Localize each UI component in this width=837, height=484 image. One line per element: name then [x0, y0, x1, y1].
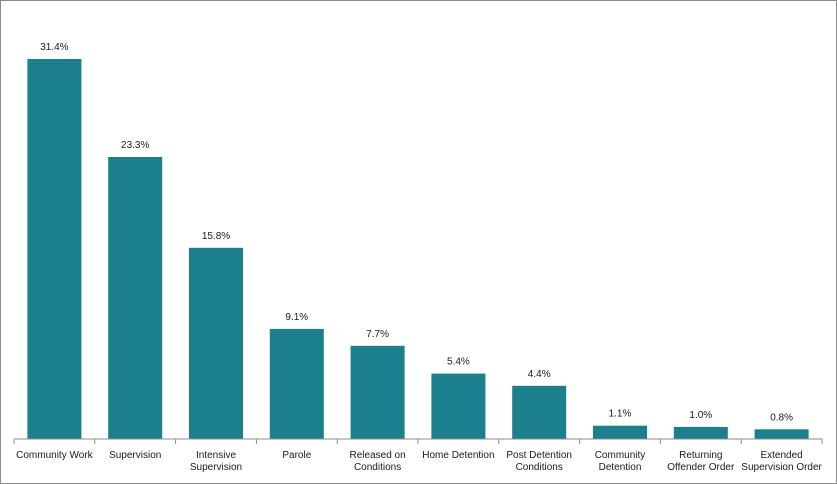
category-tick-label: Conditions: [516, 462, 563, 473]
bar-value-label: 31.4%: [40, 42, 68, 53]
category-tick-label: Supervision: [109, 450, 161, 461]
bar: [269, 328, 324, 439]
category-tick-label: Supervision Order: [741, 462, 822, 473]
bar-value-label: 9.1%: [285, 312, 308, 323]
bar-value-label: 4.4%: [528, 369, 551, 380]
bar-value-label: 23.3%: [121, 140, 149, 151]
category-tick-label: Supervision: [190, 462, 242, 473]
category-tick-label: Intensive: [196, 450, 236, 461]
bar-value-label: 1.1%: [609, 409, 632, 420]
bar: [350, 345, 405, 439]
bar: [27, 59, 82, 439]
x-axis-ticks: [13, 439, 823, 444]
bars-group: [27, 59, 809, 439]
category-tick-label: Released on: [350, 450, 406, 461]
bar: [189, 247, 243, 439]
bar: [108, 157, 163, 439]
category-tick-label: Community Work: [16, 450, 93, 461]
bar: [431, 373, 486, 439]
category-tick-label: Detention: [599, 462, 642, 473]
bar-value-label: 7.7%: [366, 329, 389, 340]
bar-value-label: 15.8%: [202, 231, 230, 242]
bar-value-label: 1.0%: [689, 410, 712, 421]
category-tick-label: Offender Order: [667, 462, 735, 473]
bar: [754, 429, 809, 439]
bar: [593, 425, 647, 439]
category-tick-label: Parole: [282, 450, 311, 461]
category-labels-group: Community Work Supervision IntensiveSuperv…: [16, 450, 822, 473]
bar: [673, 426, 728, 439]
category-tick-label: Home Detention: [422, 450, 494, 461]
category-tick-label: Conditions: [354, 462, 401, 473]
category-tick-label: Community: [595, 450, 646, 461]
bar-value-label: 5.4%: [447, 357, 470, 368]
category-tick-label: Post Detention: [506, 450, 572, 461]
bar-value-label: 0.8%: [770, 412, 793, 423]
category-tick-label: Extended: [760, 450, 802, 461]
category-tick-label: Returning: [679, 450, 722, 461]
value-labels-group: 31.4% 23.3% 15.8% 9.1% 7.7% 5.4% 4.4% 1.1% 1.0% 0…: [40, 42, 793, 423]
bar: [512, 385, 567, 439]
